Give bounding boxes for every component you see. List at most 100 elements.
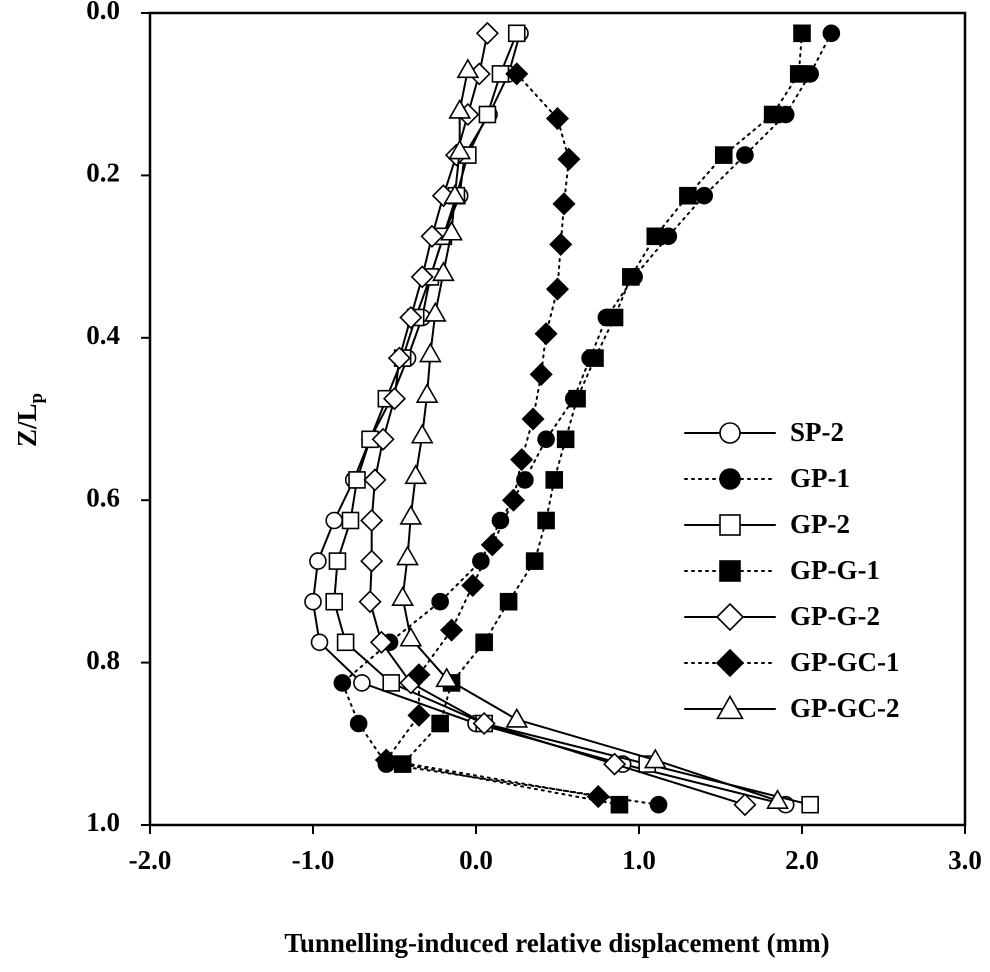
marker bbox=[679, 186, 697, 205]
x-tick-label: 1.0 bbox=[622, 845, 656, 875]
marker bbox=[521, 407, 545, 431]
marker bbox=[328, 552, 347, 570]
marker bbox=[714, 146, 733, 164]
series-line bbox=[369, 32, 746, 806]
marker bbox=[418, 342, 442, 363]
marker bbox=[371, 427, 395, 451]
marker bbox=[399, 504, 423, 525]
marker bbox=[534, 322, 558, 346]
legend-label: GP-G-2 bbox=[790, 601, 880, 631]
legend-marker bbox=[719, 422, 741, 444]
marker bbox=[393, 755, 412, 773]
marker bbox=[448, 98, 472, 119]
marker bbox=[387, 346, 411, 370]
legend-marker bbox=[716, 694, 744, 720]
marker bbox=[399, 626, 423, 647]
plot-frame bbox=[148, 11, 967, 827]
marker bbox=[456, 58, 480, 79]
marker bbox=[505, 707, 529, 728]
marker bbox=[448, 139, 472, 160]
marker bbox=[491, 511, 510, 530]
marker bbox=[310, 633, 329, 652]
marker bbox=[348, 471, 366, 489]
y-tick-label: 0.6 bbox=[86, 482, 120, 512]
marker bbox=[420, 224, 444, 248]
marker bbox=[556, 430, 575, 449]
x-axis-title: Tunnelling-induced relative displacement… bbox=[284, 928, 829, 958]
marker bbox=[549, 232, 573, 256]
y-axis-title-sub: p bbox=[26, 393, 47, 404]
marker bbox=[568, 389, 586, 408]
marker bbox=[475, 21, 499, 45]
marker bbox=[501, 488, 526, 512]
marker bbox=[369, 630, 393, 654]
marker bbox=[325, 511, 343, 530]
marker bbox=[507, 24, 526, 43]
x-tick-label: -2.0 bbox=[129, 845, 172, 875]
y-axis-title: Z/Lp bbox=[12, 393, 47, 447]
marker bbox=[435, 667, 459, 688]
marker bbox=[789, 65, 808, 83]
marker bbox=[480, 533, 504, 557]
marker bbox=[382, 674, 401, 692]
marker bbox=[763, 105, 782, 124]
marker bbox=[472, 711, 496, 736]
marker bbox=[336, 633, 355, 652]
marker bbox=[360, 549, 384, 573]
marker bbox=[537, 430, 555, 449]
marker bbox=[325, 592, 343, 611]
marker bbox=[822, 24, 841, 43]
marker bbox=[545, 107, 570, 131]
x-tick-label: 2.0 bbox=[785, 845, 819, 875]
marker bbox=[499, 592, 518, 611]
marker bbox=[643, 748, 667, 769]
x-tick-label: 0.0 bbox=[459, 845, 493, 875]
marker bbox=[537, 511, 555, 530]
marker bbox=[529, 362, 553, 386]
marker bbox=[545, 277, 570, 301]
marker bbox=[432, 261, 455, 282]
marker bbox=[443, 184, 467, 204]
y-tick-label: 0.2 bbox=[86, 158, 120, 188]
marker bbox=[399, 305, 423, 330]
marker bbox=[391, 586, 415, 606]
marker bbox=[603, 752, 627, 776]
marker bbox=[304, 592, 322, 611]
legend-label: SP-2 bbox=[790, 417, 844, 447]
marker bbox=[410, 423, 434, 444]
legend-marker bbox=[719, 560, 741, 582]
marker bbox=[415, 383, 439, 403]
legend-label: GP-GC-1 bbox=[790, 647, 899, 677]
marker bbox=[360, 508, 384, 533]
marker bbox=[586, 349, 604, 367]
marker bbox=[733, 793, 757, 817]
legend-label: GP-GC-2 bbox=[790, 693, 899, 723]
marker bbox=[404, 464, 428, 485]
legend-marker bbox=[715, 648, 745, 678]
y-tick-label: 0.4 bbox=[86, 320, 120, 350]
marker bbox=[407, 703, 431, 727]
legend-label: GP-G-1 bbox=[790, 555, 880, 585]
marker bbox=[695, 186, 714, 205]
marker bbox=[525, 552, 544, 570]
marker bbox=[766, 789, 789, 809]
marker bbox=[649, 795, 668, 814]
marker bbox=[605, 308, 624, 327]
marker bbox=[557, 147, 581, 171]
legend-marker bbox=[719, 514, 741, 536]
y-axis-title-main: Z/L bbox=[12, 404, 42, 448]
marker bbox=[440, 220, 463, 241]
x-tick-label: 3.0 bbox=[948, 845, 982, 875]
y-tick-label: 1.0 bbox=[86, 807, 120, 837]
legend-marker bbox=[719, 468, 741, 490]
marker bbox=[545, 471, 564, 489]
marker bbox=[309, 552, 327, 570]
marker bbox=[505, 62, 529, 86]
marker bbox=[423, 301, 447, 322]
marker bbox=[478, 105, 497, 124]
marker bbox=[349, 714, 368, 733]
marker bbox=[341, 511, 360, 530]
legend-label: GP-1 bbox=[790, 463, 850, 493]
marker bbox=[358, 590, 382, 614]
